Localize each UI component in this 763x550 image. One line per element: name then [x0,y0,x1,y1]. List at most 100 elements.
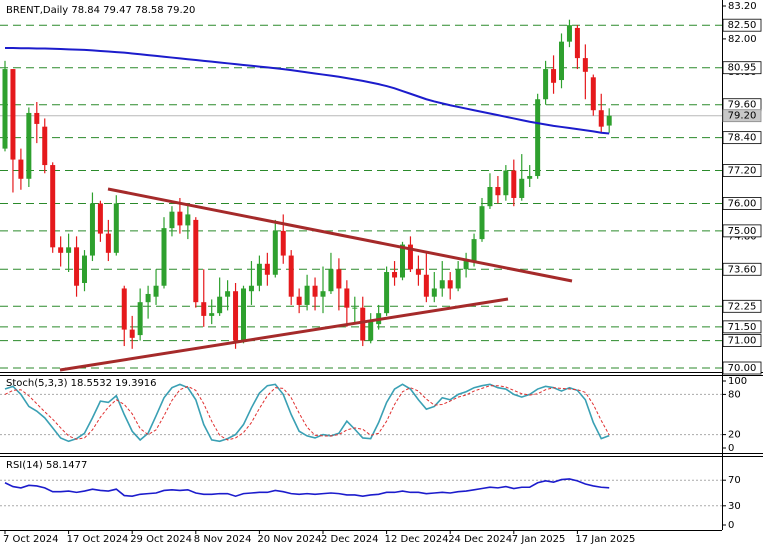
candle-body [296,296,302,305]
candle-body [42,126,48,166]
candle-body [447,280,453,289]
x-tick-label: 20 Nov 2024 [257,534,321,545]
candle-body [344,288,350,308]
candle-body [169,211,175,229]
indicator-title: RSI(14) 58.1477 [6,460,87,471]
candle-body [320,291,326,297]
level-label: 75.00 [728,226,757,237]
candle-body [336,269,342,289]
indicator-line [4,383,610,443]
candle-body [590,77,596,111]
x-tick-label: 8 Nov 2024 [194,534,252,545]
candle-body [193,219,199,303]
candle-body [264,263,270,275]
candle-body [551,69,557,83]
candle-body [248,285,254,292]
candle-body [280,230,286,256]
level-box [722,361,762,375]
candle-body [487,187,493,207]
candle-body [201,302,207,316]
candle-body [519,178,525,198]
candle-body [415,269,421,275]
candle-body [407,244,413,270]
level-label: 70.00 [728,363,757,374]
y-tick-label: 0 [728,520,734,531]
level-label: 72.25 [728,301,757,312]
candle-body [495,187,501,196]
candle-body [82,255,87,283]
frame [0,0,763,531]
y-tick-label: 70 [728,475,741,486]
last-price-label: 79.20 [728,111,757,122]
candle-body [352,307,358,309]
candle-body [304,285,310,305]
y-tick-label: 0 [728,443,734,454]
candle-body [209,313,215,316]
candle-body [559,41,564,81]
candle-body [66,247,72,253]
candle-body [10,69,16,160]
candle-body [129,329,135,338]
trendline [107,187,573,283]
candle-body [606,115,612,126]
candle-body [113,203,119,253]
trendline [59,297,509,372]
x-tick-label: 7 Jan 2025 [512,534,566,545]
candle-body [312,285,318,297]
plot-layer [0,19,722,507]
candle-body [2,69,8,149]
candle-body [431,288,437,297]
candle-body [153,285,159,297]
candle-body [479,206,485,240]
chart-title: BRENT,Daily 78.84 79.47 78.58 79.20 [6,5,195,16]
candle-body [463,261,469,270]
candle-body [543,69,549,100]
level-box [722,224,762,238]
x-tick-label: 2 Dec 2024 [321,534,379,545]
x-tick-label: 7 Oct 2024 [3,534,58,545]
candle-body [455,269,461,289]
candle-body [368,321,374,341]
candle-body [145,293,151,303]
candle-body [26,112,32,179]
level-box [722,61,762,75]
candle-body [400,244,405,278]
candle-body [97,203,103,234]
candle-body [34,112,40,124]
level-box [722,262,762,276]
x-tick-label: 12 Dec 2024 [385,534,449,545]
candle-body [256,263,262,286]
x-tick-label: 17 Jan 2025 [575,534,635,545]
candle-body [121,288,127,330]
y-tick-label: 80 [728,389,741,400]
candle-body [225,291,231,297]
candle-body [574,27,580,59]
candle-body [527,176,533,179]
candle-body [74,247,80,286]
candle-body [177,211,183,226]
candle-body [137,302,143,336]
trendlines [59,187,573,372]
y-tick-label: 82.00 [728,34,757,45]
candle-body [384,272,390,314]
x-tick-label: 24 Dec 2024 [448,534,512,545]
candle-body [161,228,167,286]
level-label: 80.95 [728,63,757,74]
moving-average [5,46,610,135]
level-box [722,334,762,347]
x-tick-label: 29 Oct 2024 [130,534,192,545]
indicator-line [4,385,610,441]
candle-body [58,247,64,253]
y-tick-label: 83.20 [728,1,757,12]
candle-body [272,230,278,275]
indicator-line [4,478,610,498]
candle-body [471,239,477,262]
level-box [722,131,762,145]
candle-body [535,99,541,177]
candle-body [241,288,246,341]
candle-body [503,170,509,196]
level-label: 71.00 [728,336,757,347]
candle-body [50,165,56,248]
candle-body [288,255,294,297]
